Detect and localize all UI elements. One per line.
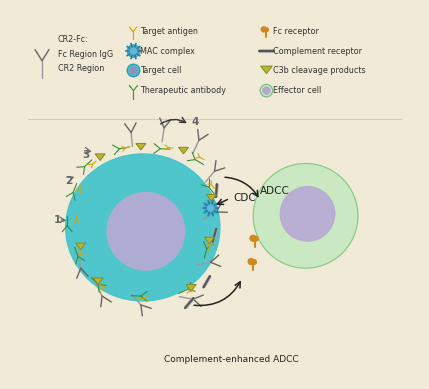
- Circle shape: [216, 184, 218, 186]
- Circle shape: [253, 163, 358, 268]
- Circle shape: [213, 234, 216, 237]
- Circle shape: [186, 304, 189, 306]
- Text: MAC complex: MAC complex: [140, 47, 195, 56]
- Text: Target cell: Target cell: [140, 66, 181, 75]
- Circle shape: [268, 50, 271, 53]
- Polygon shape: [261, 66, 272, 74]
- Circle shape: [107, 193, 184, 270]
- Polygon shape: [95, 154, 105, 160]
- Circle shape: [204, 283, 207, 285]
- Text: Complement receptor: Complement receptor: [273, 47, 362, 56]
- Circle shape: [259, 50, 262, 53]
- Circle shape: [212, 239, 214, 242]
- Text: 3: 3: [83, 150, 90, 159]
- Circle shape: [190, 300, 192, 302]
- Ellipse shape: [66, 154, 220, 301]
- Circle shape: [207, 278, 209, 280]
- Circle shape: [280, 187, 335, 241]
- Circle shape: [215, 195, 217, 197]
- Circle shape: [213, 237, 215, 239]
- Text: Complement-enhanced ADCC: Complement-enhanced ADCC: [164, 355, 299, 364]
- Circle shape: [208, 205, 214, 211]
- Circle shape: [260, 84, 273, 97]
- Text: Target antigen: Target antigen: [140, 27, 198, 36]
- Text: Fc receptor: Fc receptor: [273, 27, 318, 36]
- Polygon shape: [206, 194, 217, 201]
- Circle shape: [214, 231, 216, 234]
- Text: ADCC: ADCC: [260, 186, 290, 196]
- Text: C3b cleavage products: C3b cleavage products: [273, 66, 365, 75]
- Circle shape: [130, 48, 136, 54]
- Circle shape: [215, 187, 218, 189]
- Circle shape: [271, 50, 274, 53]
- Circle shape: [192, 298, 194, 300]
- Circle shape: [264, 28, 268, 32]
- Text: 1: 1: [54, 215, 61, 225]
- Circle shape: [205, 280, 208, 283]
- Circle shape: [127, 64, 140, 77]
- Polygon shape: [178, 147, 188, 154]
- Circle shape: [215, 192, 218, 194]
- Circle shape: [205, 202, 217, 214]
- Circle shape: [203, 285, 205, 287]
- Text: Effector cell: Effector cell: [273, 86, 321, 95]
- Circle shape: [127, 45, 140, 57]
- Circle shape: [130, 67, 137, 74]
- Text: 2: 2: [65, 176, 73, 186]
- Circle shape: [215, 229, 217, 231]
- Polygon shape: [136, 144, 146, 150]
- Polygon shape: [205, 237, 214, 244]
- Text: CR2 Region: CR2 Region: [57, 65, 104, 74]
- Text: CR2-Fc:: CR2-Fc:: [57, 35, 88, 44]
- Text: Fc Region IgG: Fc Region IgG: [57, 50, 113, 59]
- Circle shape: [261, 27, 266, 32]
- Circle shape: [263, 87, 270, 94]
- Circle shape: [254, 237, 258, 241]
- Polygon shape: [76, 243, 86, 250]
- Circle shape: [184, 306, 187, 308]
- Polygon shape: [93, 278, 103, 284]
- Text: CDC: CDC: [233, 193, 256, 203]
- Text: 4: 4: [191, 117, 199, 127]
- Circle shape: [262, 50, 265, 53]
- Circle shape: [215, 189, 218, 192]
- Text: Therapeutic antibody: Therapeutic antibody: [140, 86, 226, 95]
- Circle shape: [188, 302, 190, 304]
- Polygon shape: [186, 284, 196, 291]
- Circle shape: [248, 259, 254, 265]
- Circle shape: [208, 276, 211, 278]
- Circle shape: [265, 50, 268, 53]
- Circle shape: [252, 259, 257, 264]
- Circle shape: [250, 235, 256, 241]
